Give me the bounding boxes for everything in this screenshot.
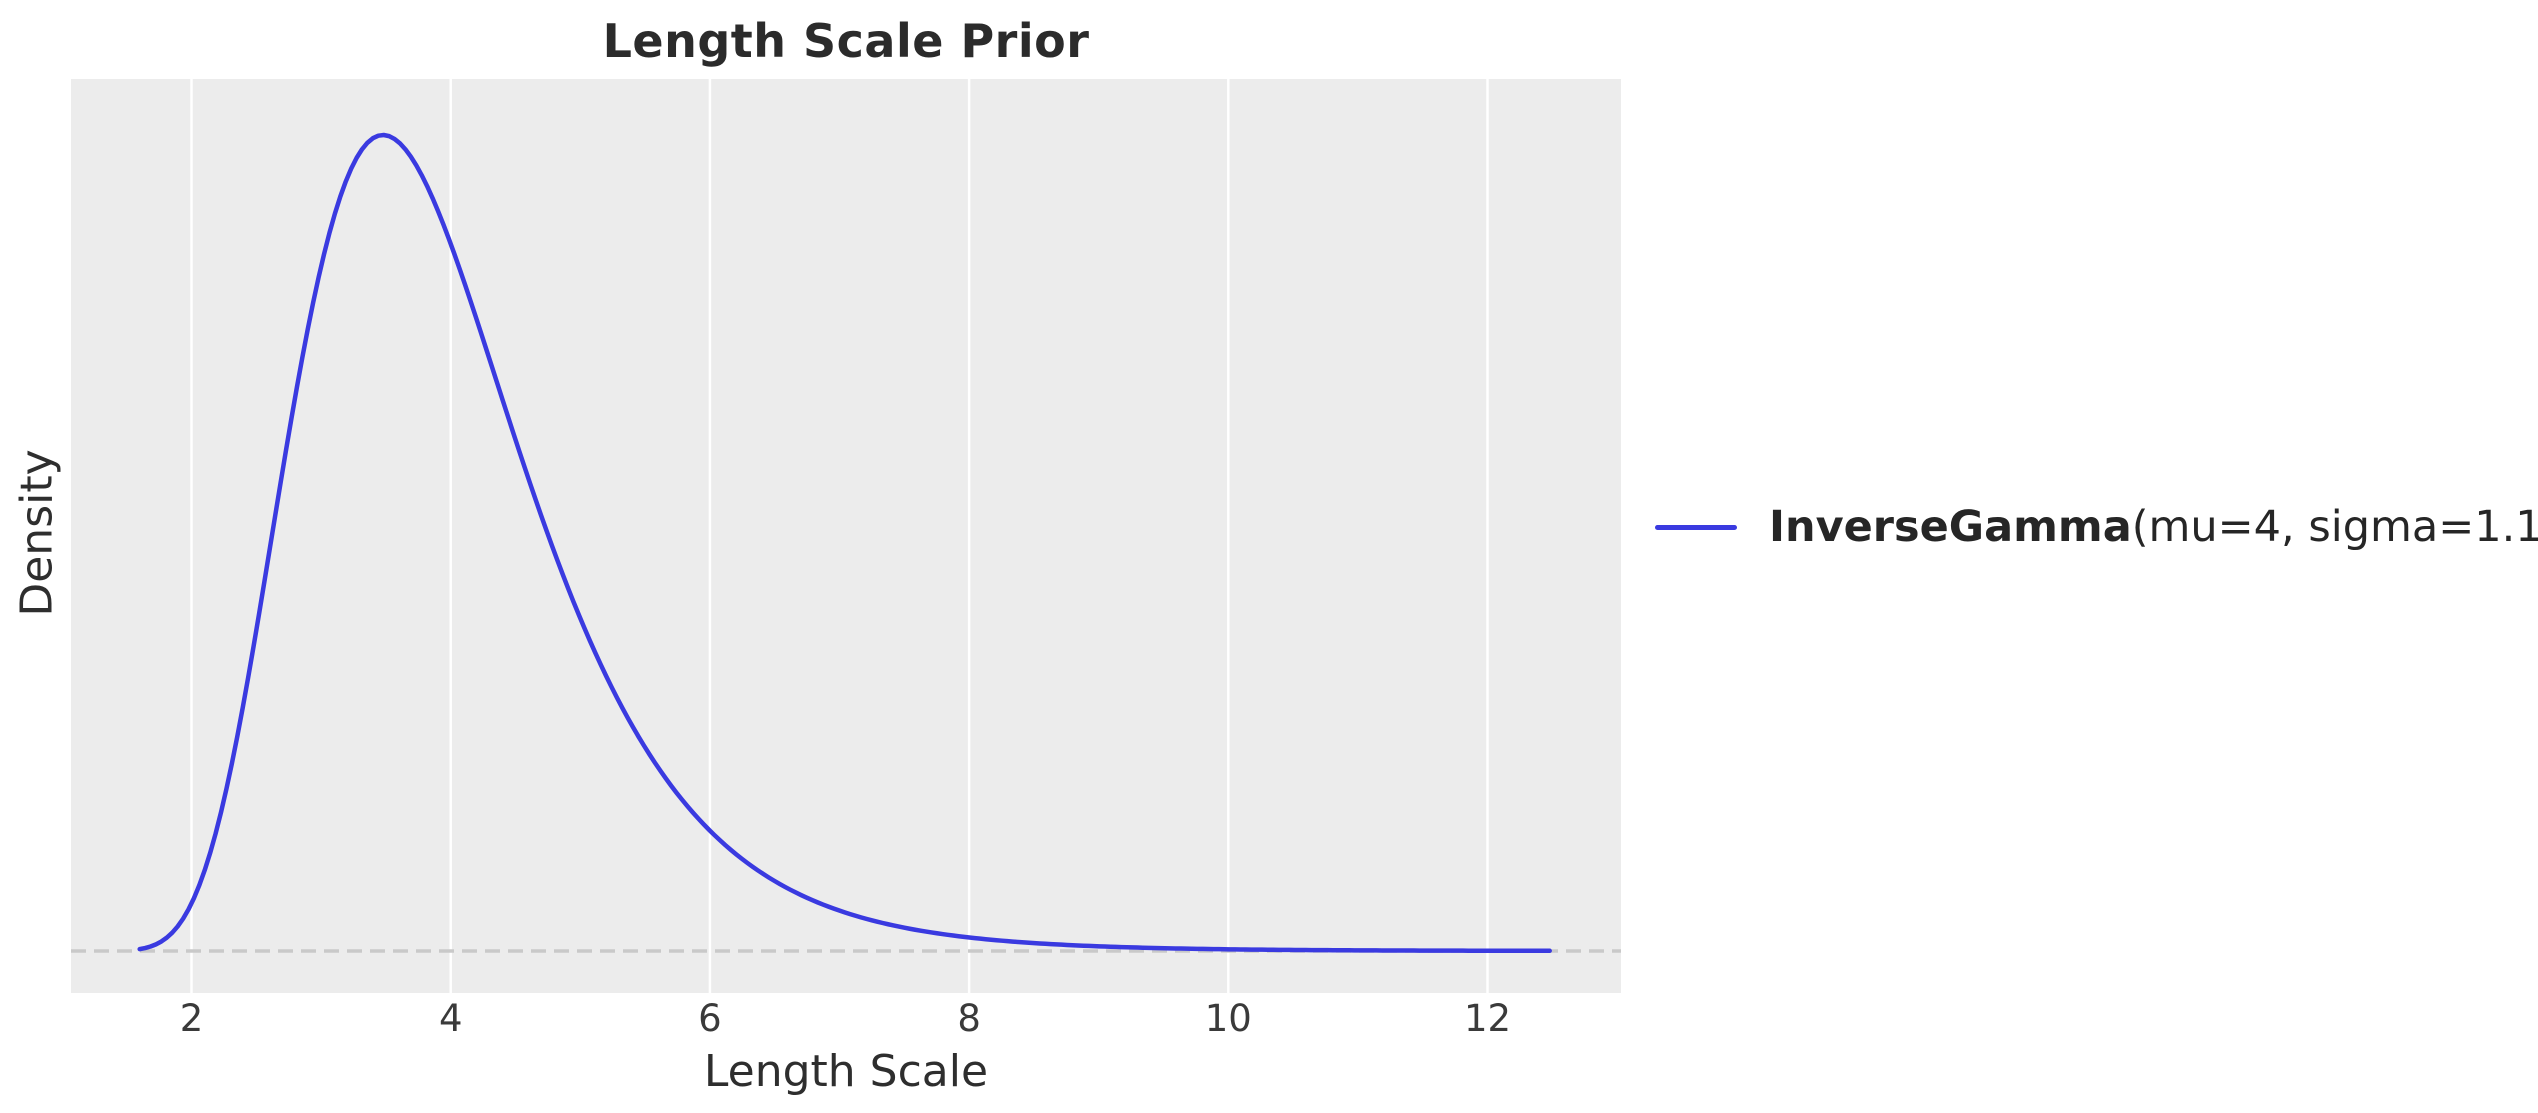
legend-label-distribution: InverseGamma <box>1769 502 2132 552</box>
x-tick-label-6: 6 <box>698 997 722 1040</box>
density-curve <box>137 132 1552 954</box>
y-axis-label: Density <box>11 449 63 617</box>
plot-area <box>71 79 1621 993</box>
legend-label-params: (mu=4, sigma=1.14) <box>2131 502 2538 552</box>
legend-label: InverseGamma(mu=4, sigma=1.14) <box>1769 502 2538 552</box>
x-tick-label-12: 12 <box>1463 997 1512 1040</box>
chart-title: Length Scale Prior <box>602 14 1090 68</box>
x-axis-label: Length Scale <box>703 1046 989 1097</box>
x-tick-label-8: 8 <box>957 997 981 1040</box>
x-tick-label-10: 10 <box>1204 997 1252 1040</box>
plot-background <box>71 79 1621 993</box>
x-tick-label-2: 2 <box>179 997 204 1040</box>
legend-line-sample <box>1655 524 1737 530</box>
x-tick-label-4: 4 <box>438 997 463 1040</box>
legend: InverseGamma(mu=4, sigma=1.14) <box>1655 502 2538 552</box>
